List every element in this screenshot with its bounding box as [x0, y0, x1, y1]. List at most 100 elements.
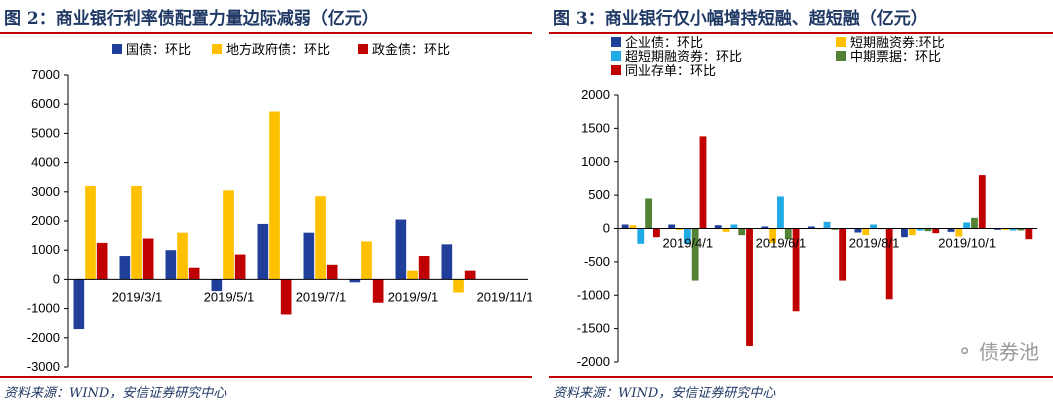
y-tick-label: -500 — [584, 254, 610, 269]
bar — [418, 256, 430, 280]
bar — [722, 228, 730, 232]
bar — [668, 224, 676, 229]
bar — [280, 279, 292, 315]
bar — [372, 279, 384, 303]
legend-label: 中期票据：环比 — [850, 49, 941, 64]
bar — [621, 224, 629, 229]
y-tick-label: 6000 — [31, 96, 60, 111]
bar — [85, 185, 96, 280]
bar — [441, 244, 453, 280]
legend-swatch — [611, 65, 621, 75]
legend-swatch — [611, 51, 621, 61]
bar — [349, 279, 361, 283]
bar — [994, 228, 1001, 230]
chart-title: 图 3：商业银行仅小幅增持短融、超短融（亿元） — [553, 9, 928, 29]
legend-swatch — [358, 44, 368, 54]
bar — [963, 222, 971, 229]
source-bar: 资料来源：WIND，安信证券研究中心 — [549, 376, 1053, 402]
y-tick-label: -2000 — [27, 330, 60, 345]
watermark: ⚬ 债券池 — [956, 336, 1039, 365]
bar — [211, 279, 223, 292]
legend-label: 同业存单：环比 — [625, 63, 716, 78]
y-tick-label: 0 — [603, 221, 610, 236]
bar — [165, 250, 177, 280]
y-tick-label: -1500 — [577, 321, 610, 336]
bar — [73, 279, 85, 330]
bar — [645, 198, 653, 229]
bar — [395, 219, 407, 280]
title-bar: 图 3：商业银行仅小幅增持短融、超短融（亿元） — [549, 0, 1053, 34]
bar — [699, 136, 707, 229]
bar — [691, 228, 699, 281]
y-tick-label: 500 — [588, 187, 610, 202]
watermark-text: 债券池 — [979, 340, 1039, 364]
bar — [908, 228, 916, 236]
chart-panel-right: 图 3：商业银行仅小幅增持短融、超短融（亿元） -2000 -1500 -1000-… — [549, 0, 1053, 402]
x-tick-label: 2019/5/1 — [204, 289, 255, 304]
y-tick-label: 1000 — [31, 242, 60, 257]
y-tick-label: 1500 — [581, 120, 610, 135]
y-tick-label: 2000 — [581, 87, 610, 102]
bar — [831, 228, 839, 230]
x-tick-label: 2019/11/1 — [477, 289, 532, 304]
bar — [464, 270, 476, 280]
y-tick-label: 7000 — [31, 67, 60, 82]
bar — [932, 228, 940, 234]
bar — [119, 256, 131, 280]
bar — [955, 228, 963, 237]
bar — [761, 226, 769, 229]
bar — [870, 224, 877, 229]
chart-title: 图 2：商业银行利率债配置力量边际减弱（亿元） — [4, 9, 379, 29]
wechat-icon: ⚬ — [956, 338, 973, 363]
bar — [738, 228, 746, 236]
bar — [257, 223, 269, 280]
bar — [792, 228, 800, 312]
legend-label: 国债：环比 — [126, 42, 191, 57]
bar — [971, 217, 978, 229]
title-bar: 图 2：商业银行利率债配置力量边际减弱（亿元） — [0, 0, 532, 34]
legend-swatch — [112, 44, 122, 54]
bar — [769, 228, 777, 244]
bar — [676, 228, 683, 230]
bar — [1001, 228, 1009, 230]
y-tick-label: -3000 — [27, 359, 60, 374]
bar — [234, 254, 246, 280]
bar — [131, 185, 142, 280]
bar — [361, 241, 372, 280]
source-bar: 资料来源：WIND，安信证券研究中心 — [0, 376, 532, 402]
bar — [177, 232, 188, 280]
source-note: 资料来源：WIND，安信证券研究中心 — [4, 386, 227, 401]
y-tick-label: -1000 — [577, 287, 610, 302]
x-tick-label: 2019/3/1 — [112, 289, 163, 304]
bar — [862, 228, 870, 236]
bar — [947, 228, 955, 232]
legend-swatch — [836, 37, 846, 47]
y-tick-label: 1000 — [581, 154, 610, 169]
source-note: 资料来源：WIND，安信证券研究中心 — [553, 386, 776, 401]
legend-swatch — [836, 51, 846, 61]
bar — [629, 225, 637, 229]
bar — [924, 228, 932, 232]
legend-swatch — [611, 37, 621, 47]
bar — [839, 228, 847, 281]
x-tick-label: 2019/7/1 — [296, 289, 347, 304]
bar — [326, 264, 338, 280]
bar — [730, 224, 738, 229]
x-tick-label: 2019/10/1 — [938, 236, 996, 251]
legend-label: 短期融资券:环比 — [850, 35, 945, 50]
bar — [269, 111, 280, 280]
bar — [1025, 228, 1033, 240]
bar — [188, 267, 200, 280]
bar — [653, 228, 660, 238]
bar — [142, 238, 154, 280]
bar — [96, 242, 108, 280]
bar — [1017, 228, 1025, 231]
y-tick-label: 0 — [53, 271, 60, 286]
x-tick-label: 2019/9/1 — [388, 289, 439, 304]
y-tick-label: 4000 — [31, 155, 60, 170]
x-tick-label: 2019/4/1 — [663, 236, 714, 251]
bar — [854, 228, 862, 233]
bar-chart-left: -3000 -2000 -1000 0 1000 2000 3000 4000 5000 6000… — [27, 42, 532, 374]
bar — [978, 175, 986, 229]
legend-label: 地方政府债：环比 — [226, 42, 330, 57]
